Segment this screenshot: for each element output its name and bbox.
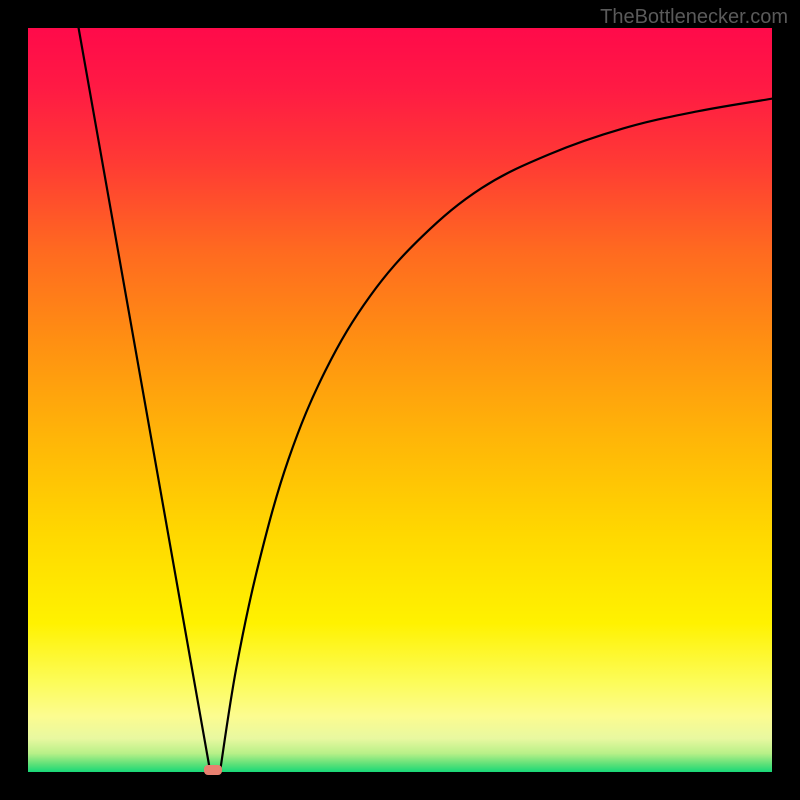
optimal-marker xyxy=(204,765,222,775)
watermark-text: TheBottlenecker.com xyxy=(600,6,788,29)
chart-container: TheBottlenecker.com xyxy=(0,0,800,800)
plot-area xyxy=(28,28,772,772)
bottleneck-curve xyxy=(28,28,772,772)
